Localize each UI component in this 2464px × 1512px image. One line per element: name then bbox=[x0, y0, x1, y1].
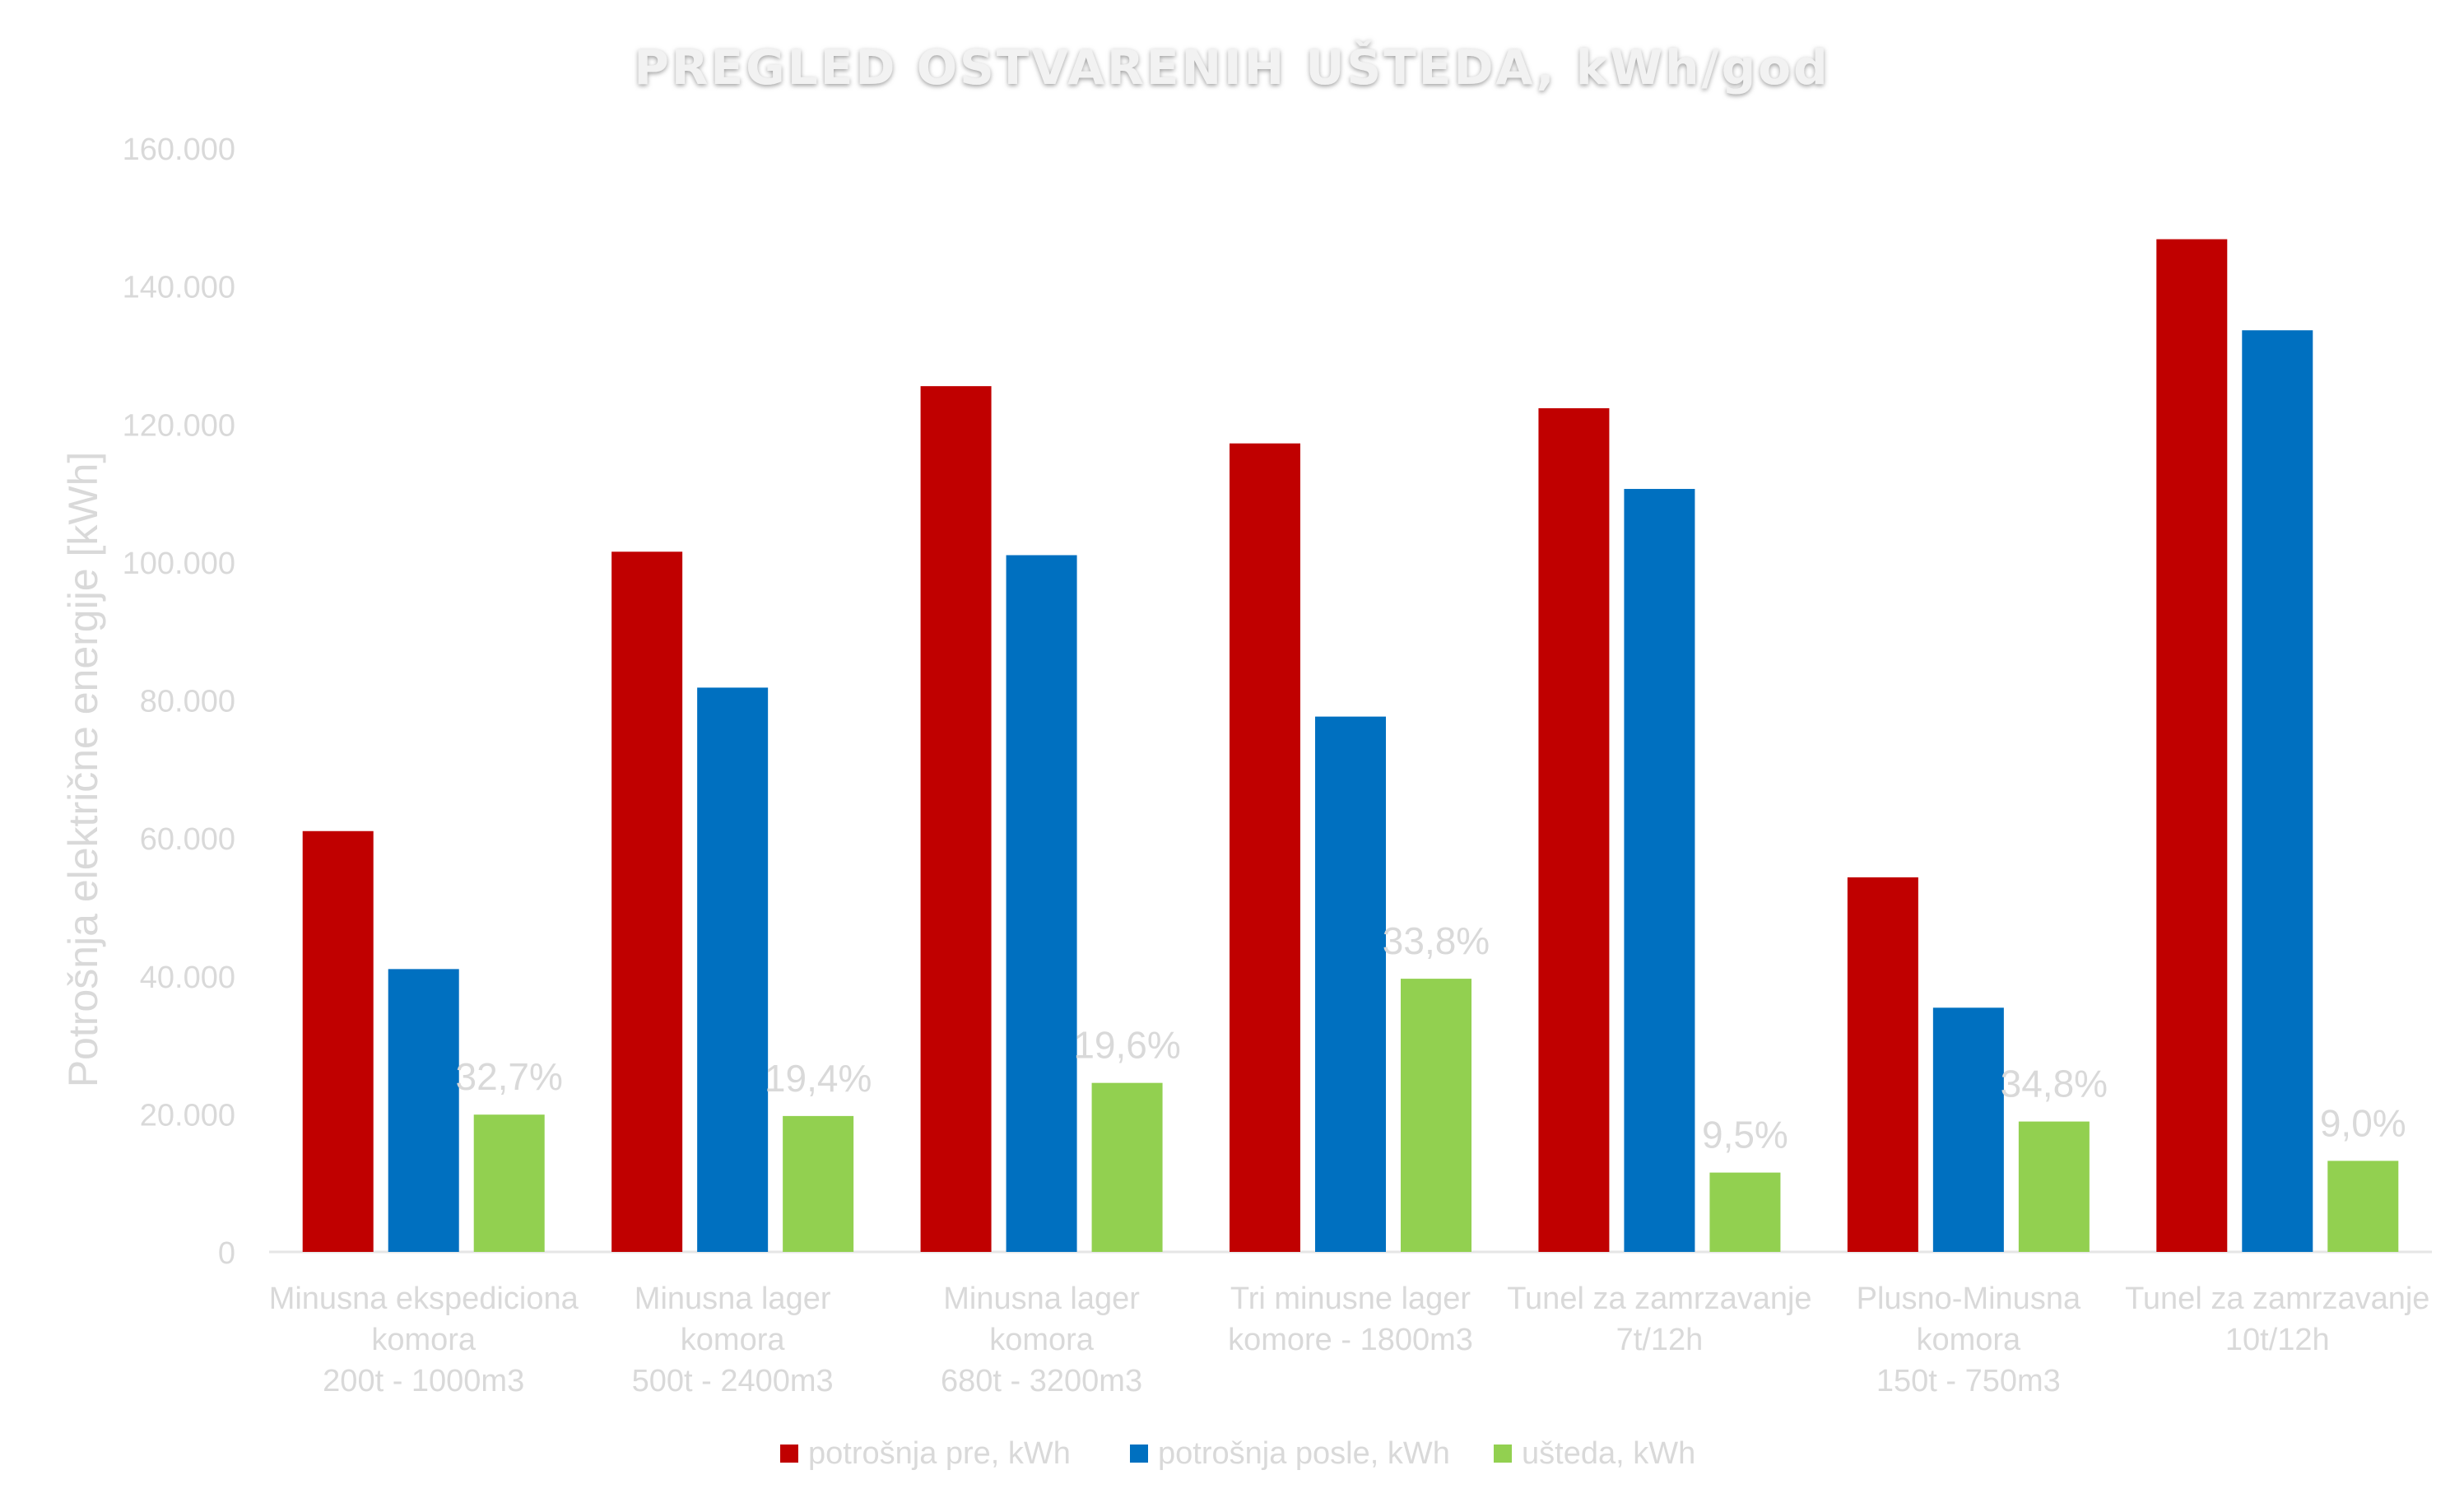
y-tick-label: 40.000 bbox=[140, 961, 235, 995]
x-tick-label: komora bbox=[989, 1323, 1095, 1357]
bar bbox=[2156, 239, 2228, 1252]
y-tick-label: 80.000 bbox=[140, 685, 235, 719]
bar bbox=[302, 830, 374, 1252]
x-tick-label: 10t/12h bbox=[2225, 1323, 2330, 1357]
x-tick-label: Tri minusne lager bbox=[1230, 1282, 1471, 1316]
bar bbox=[388, 969, 459, 1252]
data-label: 33,8% bbox=[1383, 919, 1490, 962]
bar bbox=[783, 1115, 854, 1252]
x-tick-label: Minusna lager bbox=[943, 1282, 1140, 1316]
data-label: 32,7% bbox=[455, 1055, 562, 1098]
bar bbox=[1401, 979, 1471, 1252]
x-tick-label: 500t - 2400m3 bbox=[632, 1364, 834, 1398]
legend-label: potrošnja posle, kWh bbox=[1158, 1436, 1450, 1471]
bar bbox=[1932, 1007, 2004, 1252]
y-tick-label: 120.000 bbox=[123, 408, 235, 443]
data-label: 9,5% bbox=[1702, 1114, 1788, 1156]
legend: potrošnja pre, kWh potrošnja posle, kWh uš… bbox=[780, 1436, 1695, 1471]
bar bbox=[1624, 489, 1695, 1252]
bar bbox=[1230, 443, 1300, 1252]
x-tick-label: komora bbox=[371, 1323, 477, 1357]
chart-title: PREGLED OSTVARENIH UŠTEDA, kWh/god bbox=[634, 39, 1829, 95]
bar bbox=[611, 551, 683, 1252]
x-axis-labels: Minusna ekspediciona komora 200t - 1000m3 M… bbox=[269, 1282, 2430, 1398]
x-tick-label: komora bbox=[681, 1323, 786, 1357]
legend-label: potrošnja pre, kWh bbox=[808, 1436, 1071, 1471]
bar bbox=[1538, 407, 1610, 1252]
x-tick-label: komora bbox=[1916, 1323, 2021, 1357]
bar bbox=[2018, 1121, 2090, 1252]
legend-swatch bbox=[1494, 1445, 1512, 1463]
bar bbox=[697, 687, 769, 1252]
data-label: 19,6% bbox=[1073, 1024, 1180, 1067]
x-tick-label: Tunel za zamrzavanje bbox=[2125, 1282, 2429, 1316]
y-tick-label: 160.000 bbox=[123, 133, 235, 167]
x-tick-label: Plusno-Minusna bbox=[1857, 1282, 2081, 1316]
bar bbox=[2327, 1161, 2399, 1252]
legend-swatch bbox=[1130, 1445, 1148, 1463]
bar bbox=[1006, 555, 1077, 1252]
y-tick-label: 0 bbox=[218, 1236, 235, 1271]
bars bbox=[302, 239, 2399, 1253]
data-label: 34,8% bbox=[2001, 1063, 2108, 1105]
y-axis-ticks: 0 20.000 40.000 60.000 80.000 100.000 120.000 1… bbox=[123, 133, 235, 1271]
data-labels: 32,7% 19,4% 19,6% 33,8% 9,5% 34,8% 9,0% bbox=[455, 919, 2406, 1156]
legend-swatch bbox=[780, 1445, 798, 1463]
x-tick-label: 680t - 3200m3 bbox=[941, 1364, 1142, 1398]
x-tick-label: 7t/12h bbox=[1616, 1323, 1704, 1357]
y-tick-label: 60.000 bbox=[140, 822, 235, 857]
bar bbox=[920, 386, 992, 1253]
y-tick-label: 140.000 bbox=[123, 271, 235, 305]
x-tick-label: Minusna lager bbox=[635, 1282, 831, 1316]
bar bbox=[1091, 1082, 1163, 1252]
bar bbox=[1315, 716, 1386, 1252]
y-tick-label: 100.000 bbox=[123, 547, 235, 581]
x-tick-label: 200t - 1000m3 bbox=[323, 1364, 524, 1398]
x-tick-label: Tunel za zamrzavanje bbox=[1507, 1282, 1811, 1316]
bar bbox=[473, 1114, 545, 1252]
x-tick-label: Minusna ekspediciona bbox=[269, 1282, 579, 1316]
x-tick-label: 150t - 750m3 bbox=[1876, 1364, 2061, 1398]
data-label: 19,4% bbox=[765, 1057, 872, 1100]
bar bbox=[1709, 1172, 1781, 1252]
data-label: 9,0% bbox=[2320, 1101, 2406, 1144]
bar bbox=[1847, 877, 1918, 1252]
legend-label: ušteda, kWh bbox=[1522, 1436, 1695, 1471]
x-tick-label: komore - 1800m3 bbox=[1228, 1323, 1473, 1357]
bar bbox=[2242, 330, 2313, 1252]
y-axis-title: Potrošnja električne energije [kWh] bbox=[60, 452, 106, 1088]
y-tick-label: 20.000 bbox=[140, 1098, 235, 1133]
